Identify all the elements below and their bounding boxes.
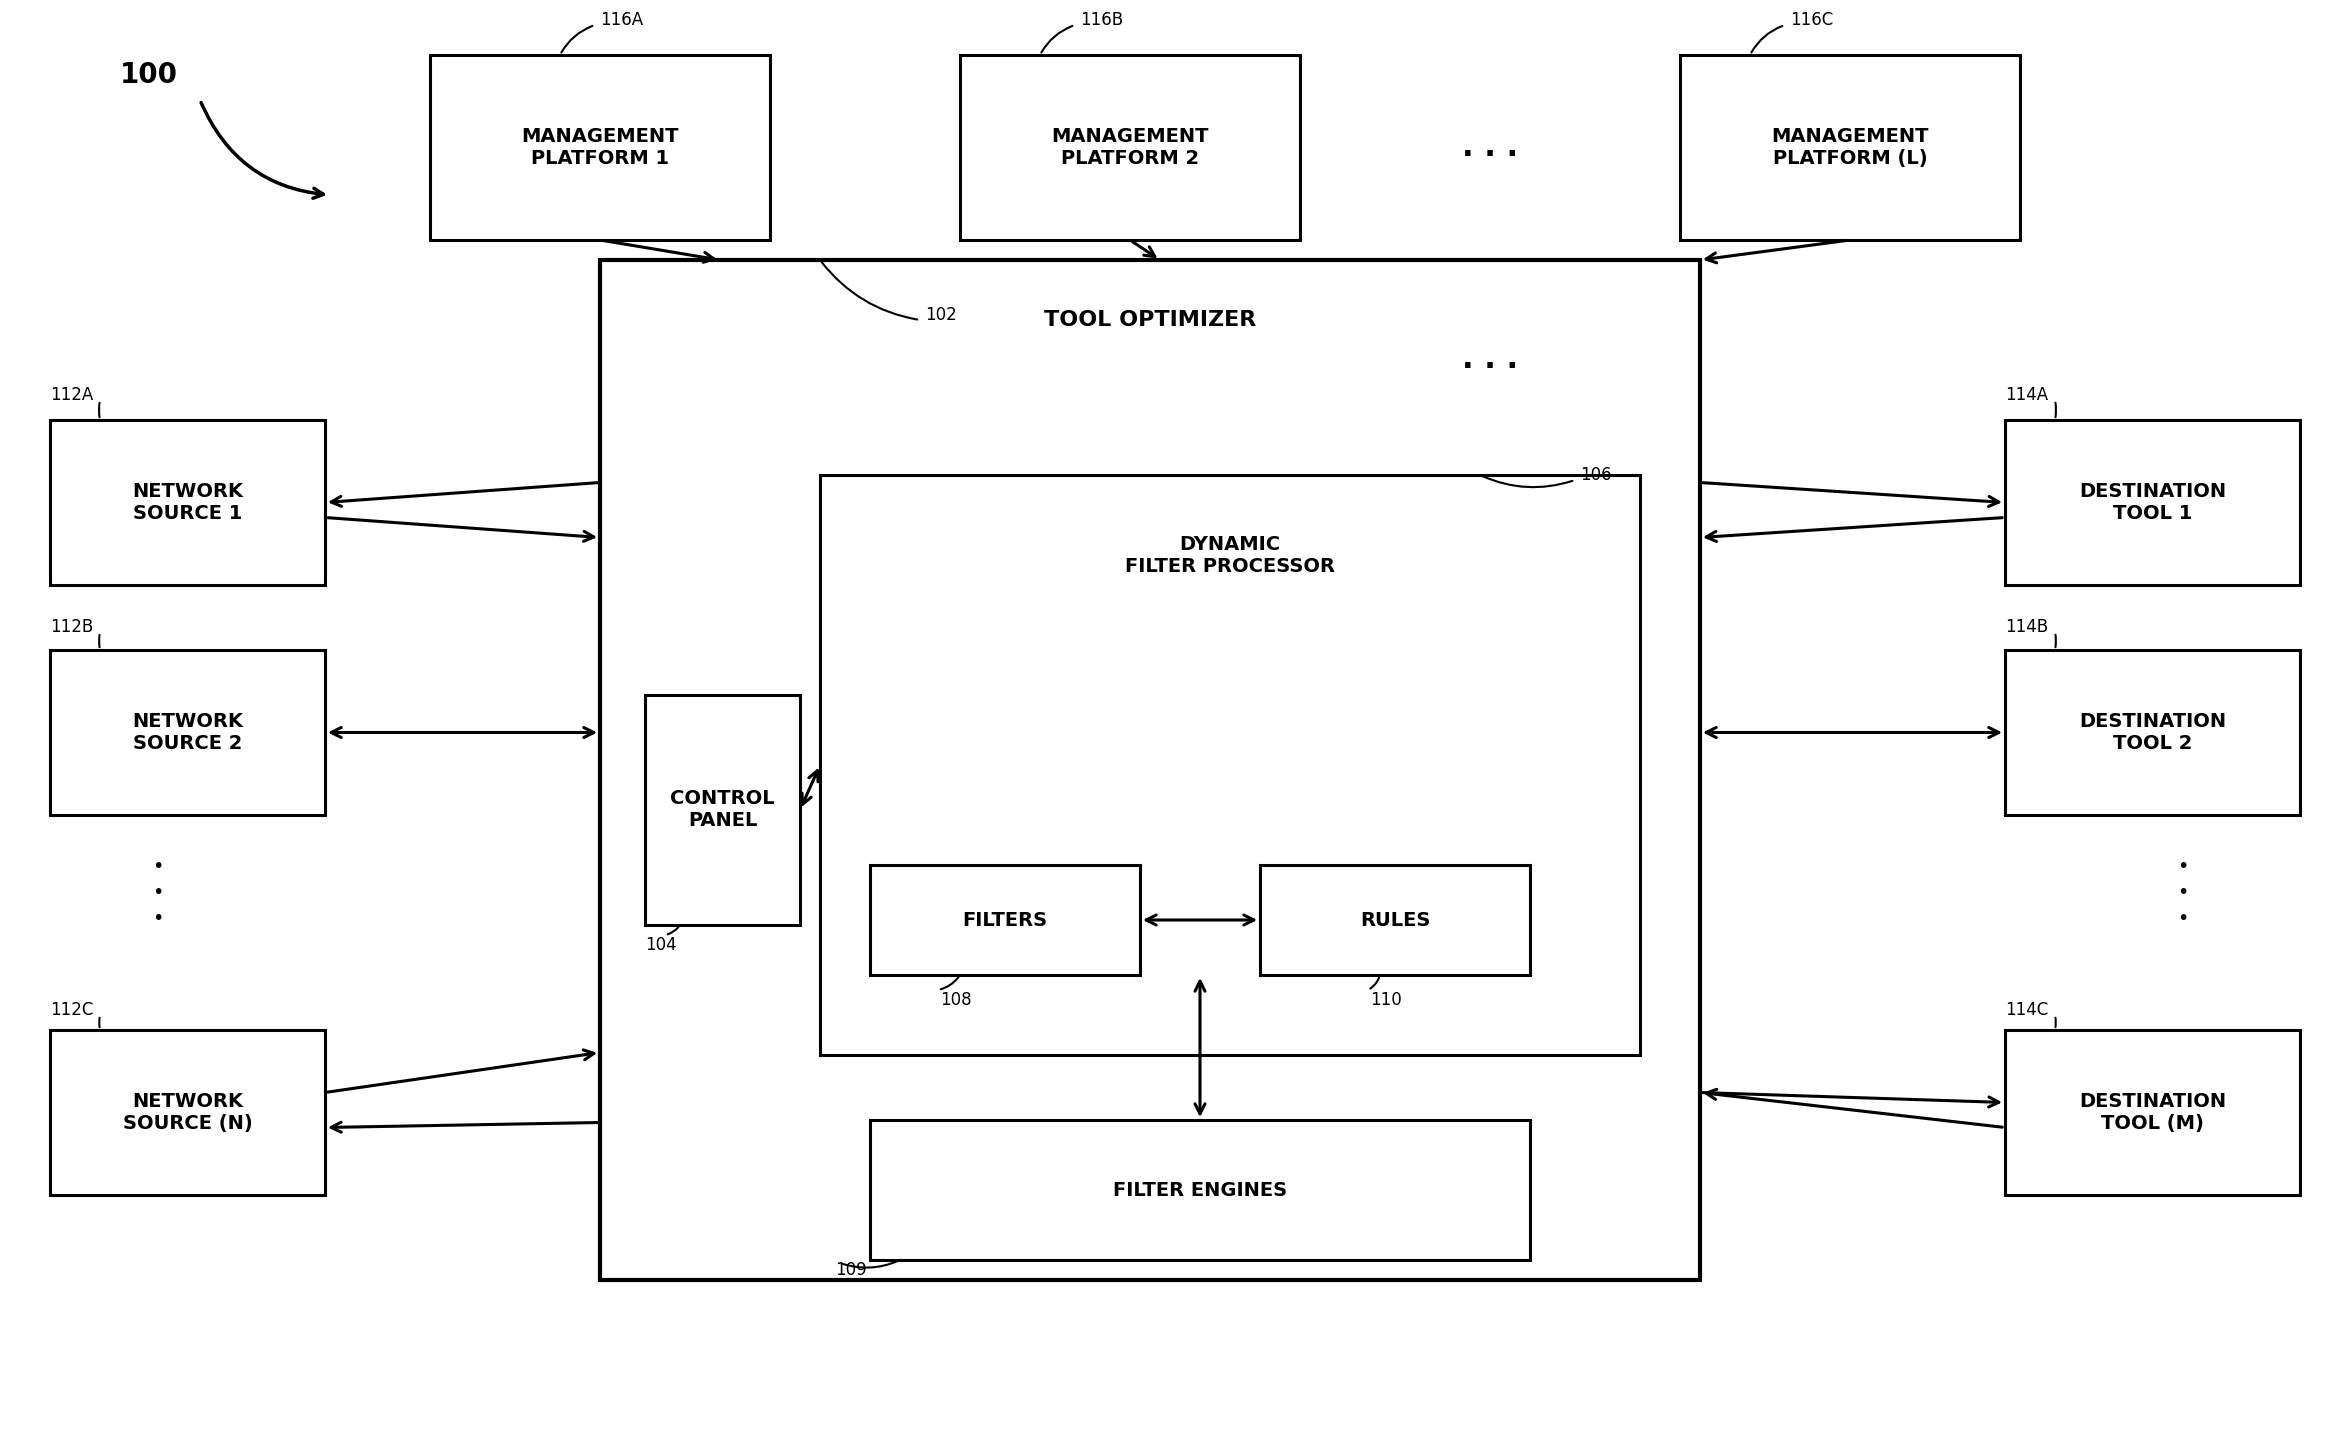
Text: DYNAMIC
FILTER PROCESSOR: DYNAMIC FILTER PROCESSOR: [1124, 534, 1335, 575]
Text: CONTROL
PANEL: CONTROL PANEL: [671, 789, 775, 831]
Text: •
•
•: • • •: [153, 857, 164, 928]
Text: FILTER ENGINES: FILTER ENGINES: [1112, 1181, 1286, 1200]
Text: MANAGEMENT
PLATFORM (L): MANAGEMENT PLATFORM (L): [1772, 128, 1929, 168]
Text: DESTINATION
TOOL 2: DESTINATION TOOL 2: [2079, 712, 2225, 753]
Text: MANAGEMENT
PLATFORM 1: MANAGEMENT PLATFORM 1: [521, 128, 678, 168]
Bar: [430, 55, 770, 240]
Text: NETWORK
SOURCE 1: NETWORK SOURCE 1: [131, 482, 244, 522]
Text: . . .: . . .: [1462, 133, 1519, 162]
Text: 109: 109: [836, 1261, 866, 1279]
Bar: [2004, 420, 2300, 585]
Bar: [1260, 865, 1530, 974]
Text: TOOL OPTIMIZER: TOOL OPTIMIZER: [1044, 310, 1256, 330]
Text: 104: 104: [645, 936, 676, 954]
Bar: [49, 420, 324, 585]
Bar: [49, 1030, 324, 1195]
Bar: [871, 865, 1141, 974]
Text: MANAGEMENT
PLATFORM 2: MANAGEMENT PLATFORM 2: [1051, 128, 1209, 168]
Text: 102: 102: [925, 306, 958, 324]
Bar: [2004, 1030, 2300, 1195]
Text: RULES: RULES: [1359, 910, 1429, 930]
Text: 112B: 112B: [49, 618, 94, 636]
Text: 114B: 114B: [2004, 618, 2049, 636]
Bar: [645, 695, 800, 926]
Text: 108: 108: [941, 992, 972, 1009]
Text: NETWORK
SOURCE 2: NETWORK SOURCE 2: [131, 712, 244, 753]
Text: . . .: . . .: [1462, 346, 1519, 375]
Text: 116A: 116A: [601, 11, 643, 29]
Text: 106: 106: [1580, 466, 1612, 484]
Text: 116B: 116B: [1080, 11, 1124, 29]
Bar: [1680, 55, 2021, 240]
Text: 114A: 114A: [2004, 386, 2049, 405]
Text: 110: 110: [1371, 992, 1401, 1009]
Bar: [2004, 650, 2300, 815]
Bar: [819, 475, 1641, 1055]
Bar: [601, 260, 1699, 1280]
Text: DESTINATION
TOOL 1: DESTINATION TOOL 1: [2079, 482, 2225, 522]
Text: 116C: 116C: [1791, 11, 1833, 29]
Bar: [960, 55, 1300, 240]
Bar: [49, 650, 324, 815]
Text: •
•
•: • • •: [2176, 857, 2187, 928]
Text: FILTERS: FILTERS: [962, 910, 1047, 930]
Text: DESTINATION
TOOL (M): DESTINATION TOOL (M): [2079, 1092, 2225, 1134]
Text: 114C: 114C: [2004, 1002, 2049, 1019]
Bar: [871, 1119, 1530, 1260]
Text: 112A: 112A: [49, 386, 94, 405]
Text: 100: 100: [120, 62, 178, 89]
Text: NETWORK
SOURCE (N): NETWORK SOURCE (N): [122, 1092, 253, 1134]
Text: 112C: 112C: [49, 1002, 94, 1019]
